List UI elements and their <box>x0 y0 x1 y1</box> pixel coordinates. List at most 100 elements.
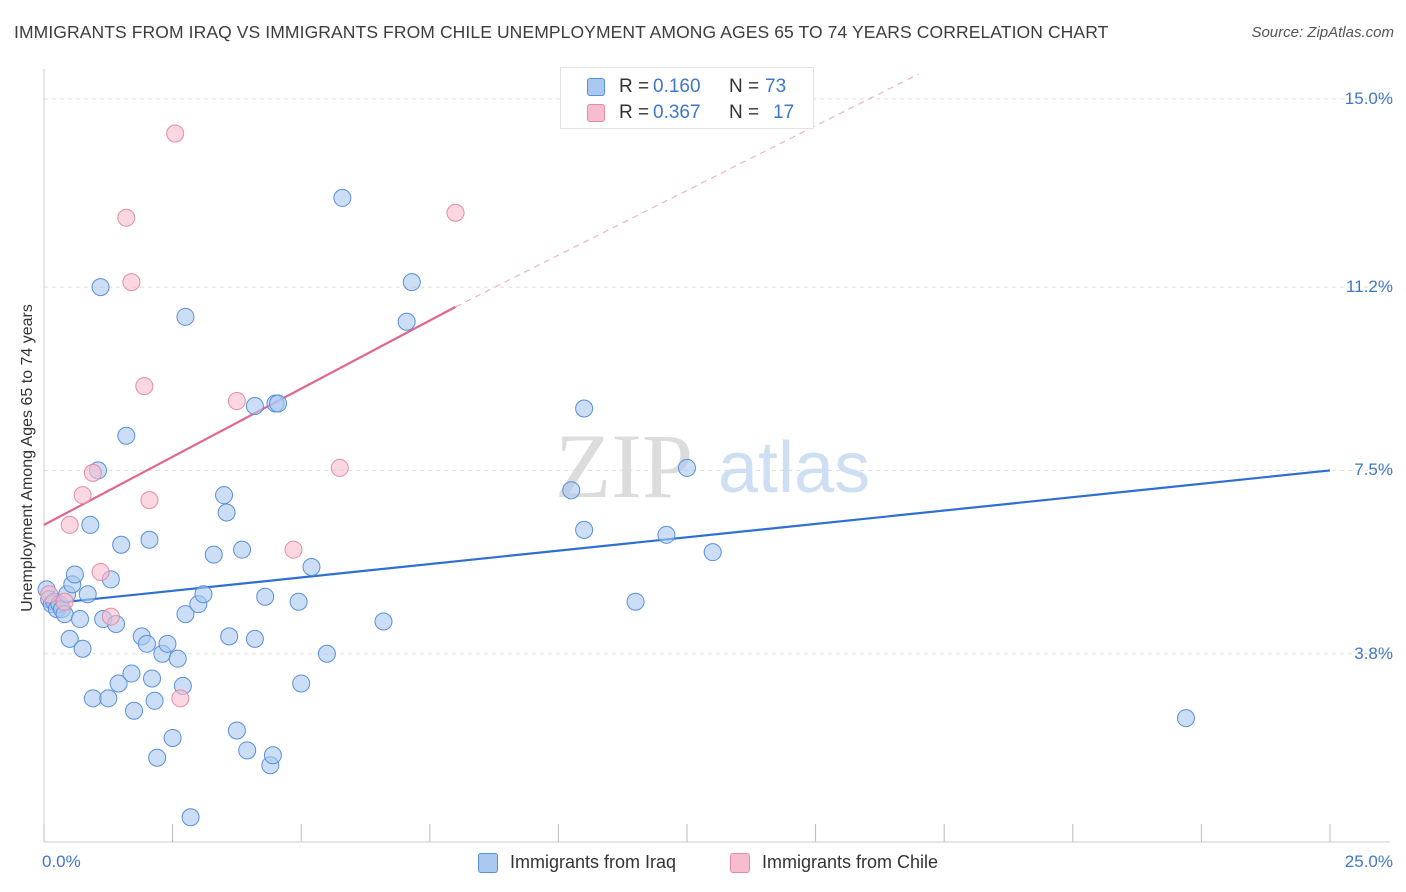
n-label: N = <box>729 102 760 123</box>
chile-r-value: 0.367 <box>653 102 701 123</box>
iraq-point <box>678 458 696 477</box>
chile-point <box>73 486 92 505</box>
iraq-point <box>703 543 722 562</box>
watermark-atlas: atlas <box>718 428 870 508</box>
x-tick-label-min: 0.0% <box>42 852 81 871</box>
x-tick-label-max: 25.0% <box>1344 852 1393 871</box>
iraq-point <box>163 728 182 747</box>
chile-legend-label: Immigrants from Chile <box>762 852 939 872</box>
chile-point <box>101 607 120 626</box>
iraq-legend-swatch <box>478 852 498 873</box>
iraq-point <box>317 644 336 663</box>
iraq-point <box>181 808 200 827</box>
n-label: N = <box>729 76 760 97</box>
iraq-point <box>562 481 581 500</box>
iraq-point <box>140 530 159 549</box>
iraq-point <box>575 520 594 539</box>
iraq-point <box>81 515 100 534</box>
iraq-swatch <box>587 78 605 96</box>
chart-title: IMMIGRANTS FROM IRAQ VS IMMIGRANTS FROM … <box>14 22 1109 42</box>
iraq-point <box>78 585 97 604</box>
chile-point <box>40 585 59 604</box>
iraq-point <box>117 426 136 445</box>
iraq-point <box>374 612 393 631</box>
iraq-point <box>91 278 110 297</box>
iraq-point <box>99 689 118 708</box>
iraq-point <box>83 689 102 708</box>
iraq-point <box>65 565 84 584</box>
chile-points <box>40 124 465 708</box>
iraq-trend-line <box>43 469 1331 606</box>
iraq-point <box>263 746 282 765</box>
chile-trend-line <box>43 305 457 526</box>
legend-item-chile[interactable]: Immigrants from Chile <box>730 852 938 873</box>
r-label: R = <box>619 102 650 123</box>
iraq-point <box>245 629 264 648</box>
chile-point <box>330 458 349 477</box>
y-axis-label: Unemployment Among Ages 65 to 74 years <box>19 304 36 612</box>
iraq-point <box>145 691 164 710</box>
chile-point <box>166 124 185 143</box>
iraq-point <box>220 627 239 646</box>
iraq-point <box>238 741 257 760</box>
watermark-zip: ZIP <box>555 415 693 517</box>
iraq-legend-label: Immigrants from Iraq <box>510 852 677 872</box>
iraq-point <box>657 525 676 544</box>
chile-trend-extension <box>455 73 919 308</box>
iraq-point <box>137 634 156 653</box>
chile-point <box>171 689 190 708</box>
chile-point <box>227 392 246 411</box>
iraq-point <box>71 610 90 629</box>
iraq-point <box>626 592 645 611</box>
chile-point <box>284 540 303 559</box>
chile-point <box>135 377 154 396</box>
iraq-point <box>109 674 128 693</box>
iraq-point <box>289 592 308 611</box>
iraq-point <box>194 585 213 604</box>
iraq-point <box>143 669 162 688</box>
y-tick-label: 7.5% <box>1354 460 1393 480</box>
y-tick-label: 11.2% <box>1346 277 1393 297</box>
iraq-point <box>333 188 352 207</box>
iraq-point <box>402 273 421 292</box>
iraq-point <box>60 629 79 648</box>
iraq-point <box>148 748 167 767</box>
iraq-point <box>227 721 246 740</box>
chile-legend-swatch <box>730 852 750 873</box>
iraq-point <box>1176 709 1195 728</box>
trend-lines <box>43 73 1331 606</box>
iraq-point <box>125 701 144 720</box>
iraq-point <box>215 486 234 505</box>
iraq-point <box>302 558 321 577</box>
chile-point <box>55 592 74 611</box>
iraq-point <box>122 664 141 683</box>
legend-item-iraq[interactable]: Immigrants from Iraq <box>478 852 676 873</box>
iraq-point <box>245 397 264 415</box>
chile-swatch <box>587 104 605 122</box>
iraq-n-value: 73 <box>765 76 787 97</box>
iraq-point <box>292 674 311 693</box>
source-label: Source: ZipAtlas.com <box>1251 24 1394 41</box>
iraq-point <box>256 587 275 606</box>
iraq-point <box>176 307 195 326</box>
iraq-point <box>217 503 236 522</box>
iraq-point <box>233 540 252 559</box>
grid-lines <box>44 98 1390 655</box>
chile-point <box>140 491 159 510</box>
chile-point <box>91 562 110 581</box>
iraq-r-value: 0.160 <box>653 76 701 97</box>
iraq-point <box>112 535 131 554</box>
chile-point <box>122 273 141 292</box>
y-tick-label: 15.0% <box>1344 88 1393 108</box>
chile-point <box>117 208 136 227</box>
iraq-point <box>204 545 223 564</box>
iraq-point <box>575 399 594 418</box>
iraq-point <box>73 639 92 658</box>
r-label: R = <box>619 76 650 97</box>
chile-point <box>60 515 79 534</box>
iraq-point <box>397 312 416 331</box>
iraq-point <box>158 634 177 653</box>
chile-point <box>83 463 102 482</box>
chile-n-value: 17 <box>773 102 795 123</box>
